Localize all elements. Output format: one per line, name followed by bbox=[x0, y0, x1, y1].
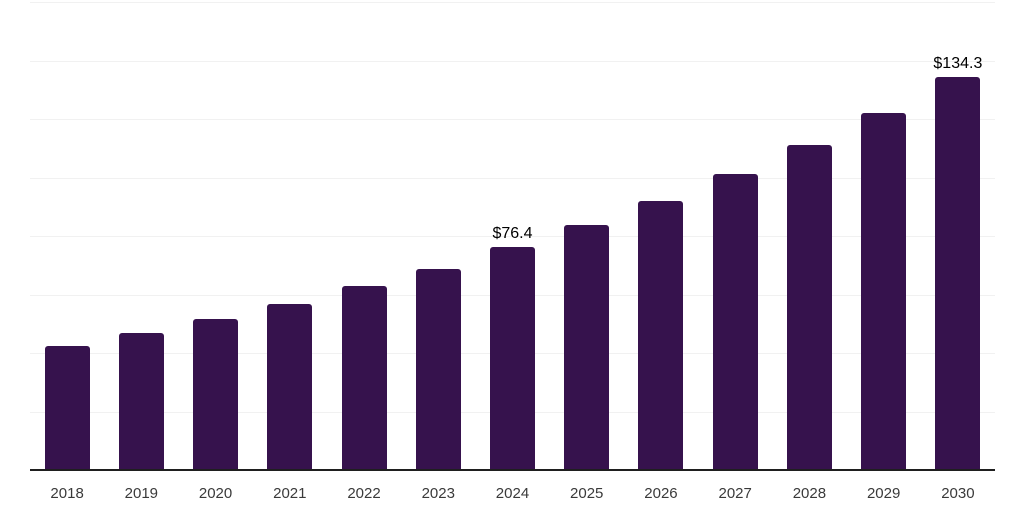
bar-2024 bbox=[490, 246, 535, 470]
data-label-2024: $76.4 bbox=[492, 224, 533, 242]
x-tick-2021: 2021 bbox=[273, 485, 307, 502]
bar-2018 bbox=[44, 346, 90, 470]
bar-2029 bbox=[861, 112, 907, 470]
bar-2028 bbox=[786, 145, 832, 470]
bar-2021 bbox=[267, 303, 313, 470]
bar-2030 bbox=[935, 77, 981, 470]
x-tick-2020: 2020 bbox=[198, 485, 233, 502]
bar-2019 bbox=[118, 333, 164, 470]
x-axis-line bbox=[30, 469, 995, 471]
bar-2023 bbox=[415, 268, 461, 470]
x-tick-2018: 2018 bbox=[50, 485, 84, 502]
bar-2020 bbox=[193, 319, 239, 470]
gridline-120 bbox=[30, 119, 995, 120]
gridline-100 bbox=[30, 177, 995, 179]
data-label-2030: $134.3 bbox=[933, 55, 983, 73]
x-tick-2027: 2027 bbox=[718, 485, 752, 502]
bar-2025 bbox=[564, 224, 610, 470]
gridline-160 bbox=[30, 2, 995, 3]
x-tick-2030: 2030 bbox=[941, 485, 975, 502]
x-tick-2029: 2029 bbox=[866, 485, 901, 502]
gridline-140 bbox=[30, 60, 995, 62]
bar-2022 bbox=[341, 286, 387, 470]
x-tick-2028: 2028 bbox=[792, 485, 827, 502]
x-tick-2023: 2023 bbox=[421, 485, 455, 502]
x-tick-2025: 2025 bbox=[570, 485, 604, 502]
bar-2026 bbox=[638, 200, 684, 470]
x-tick-2022: 2022 bbox=[347, 485, 381, 502]
x-tick-2024: 2024 bbox=[495, 485, 530, 502]
x-tick-2019: 2019 bbox=[124, 485, 159, 502]
gridline-80 bbox=[30, 236, 995, 237]
bar-2027 bbox=[712, 173, 758, 470]
x-tick-2026: 2026 bbox=[644, 485, 678, 502]
